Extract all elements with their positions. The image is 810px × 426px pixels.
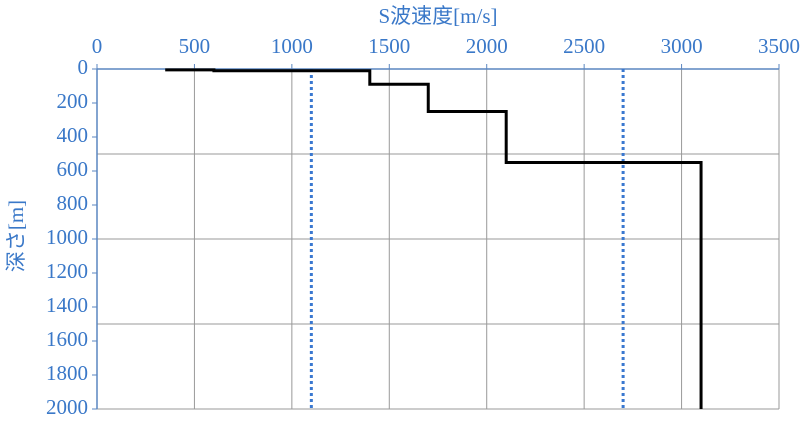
y-tick-label: 600 xyxy=(57,157,89,181)
y-tick-label: 200 xyxy=(57,89,89,113)
y-tick-label: 1600 xyxy=(46,327,88,351)
x-axis-title: S波速度[m/s] xyxy=(378,4,497,28)
y-tick-label: 1400 xyxy=(46,293,88,317)
x-tick-label: 500 xyxy=(179,34,211,58)
y-tick-label: 1000 xyxy=(46,225,88,249)
y-tick-label: 400 xyxy=(57,123,89,147)
y-tick-label: 2000 xyxy=(46,395,88,419)
x-tick-label: 0 xyxy=(92,34,103,58)
y-tick-label: 800 xyxy=(57,191,89,215)
y-tick-label: 1200 xyxy=(46,259,88,283)
profile-line xyxy=(165,68,703,409)
x-tick-label: 2500 xyxy=(563,34,605,58)
x-tick-label: 1000 xyxy=(271,34,313,58)
x-tick-label: 3000 xyxy=(661,34,703,58)
y-axis-title: 深さ[m] xyxy=(4,200,28,272)
x-tick-label: 2000 xyxy=(466,34,508,58)
x-tick-label: 1500 xyxy=(368,34,410,58)
y-tick-label: 0 xyxy=(78,55,89,79)
x-tick-label: 3500 xyxy=(758,34,800,58)
y-tick-label: 1800 xyxy=(46,361,88,385)
